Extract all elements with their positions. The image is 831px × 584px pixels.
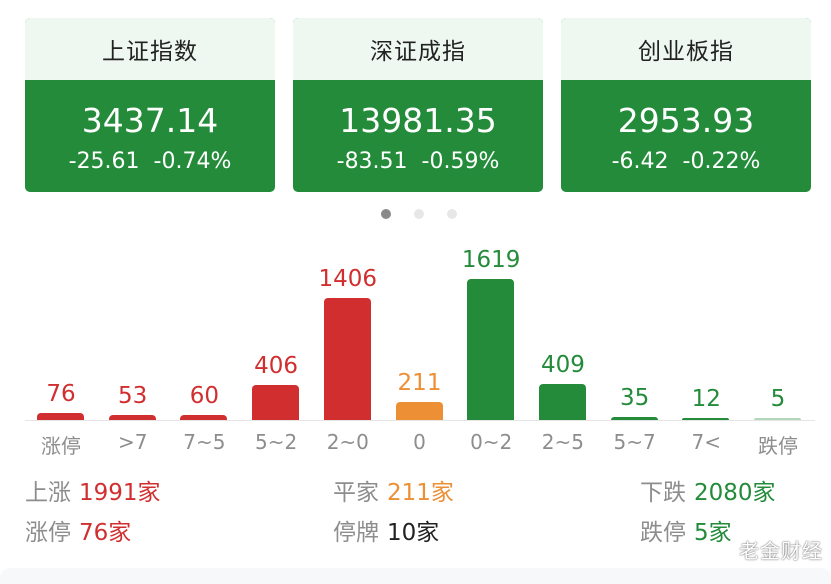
bar-category-label: 跌停 <box>758 434 798 458</box>
bar-column[interactable]: 5 跌停 <box>742 230 814 470</box>
distribution-bar-chart: 76 涨停 53 >7 60 7~5 406 5~2 1406 2~0 211 0 1619 0~2 409… <box>25 230 815 470</box>
summary-limit-up: 涨停 76家 <box>25 518 131 548</box>
summary-limit-up-label: 涨停 <box>25 520 71 546</box>
bar-value-label: 53 <box>118 383 148 409</box>
index-value: 3437.14 <box>81 101 219 140</box>
pagination-dot-3[interactable] <box>447 209 457 219</box>
bar <box>610 417 658 420</box>
bar <box>467 279 515 420</box>
summary-down: 下跌 2080家 <box>640 478 776 508</box>
bar-category-label: 5~2 <box>254 430 298 454</box>
bar <box>323 298 371 420</box>
bar <box>180 415 228 420</box>
index-name: 深证成指 <box>293 18 543 80</box>
bar-category-label: 0 <box>413 430 426 454</box>
bar-column[interactable]: 53 >7 <box>97 230 169 470</box>
pagination-dots <box>381 209 461 219</box>
index-change: -6.42 -0.22% <box>561 149 811 175</box>
bar-column[interactable]: 1619 0~2 <box>455 230 527 470</box>
summary-down-label: 下跌 <box>640 480 686 506</box>
summary-suspended: 停牌 10家 <box>333 518 439 548</box>
bar-category-label: 2~0 <box>326 430 369 454</box>
summary-limit-down: 跌停 5家 <box>640 518 732 548</box>
bar-category-label: 0~2 <box>470 430 513 454</box>
index-change-pct: -0.22% <box>682 149 761 174</box>
summary-up-label: 上涨 <box>25 480 71 506</box>
bar-column[interactable]: 12 7< <box>670 230 742 470</box>
summary-up: 上涨 1991家 <box>25 478 161 508</box>
summary-limit-up-value: 76家 <box>79 520 132 546</box>
bar-value-label: 211 <box>397 370 442 396</box>
bar-category-label: 涨停 <box>41 434 81 458</box>
bar-category-label: 2~5 <box>541 430 584 454</box>
bar-value-label: 35 <box>619 385 650 411</box>
index-change: -83.51 -0.59% <box>293 149 543 175</box>
summary-flat-label: 平家 <box>333 480 379 506</box>
chart-baseline <box>25 420 815 421</box>
summary-flat: 平家 211家 <box>333 478 454 508</box>
index-value: 13981.35 <box>339 101 497 140</box>
index-card-shanghai[interactable]: 上证指数 3437.14 -25.61 -0.74% <box>25 18 275 192</box>
index-change-pct: -0.59% <box>421 149 500 174</box>
index-name: 创业板指 <box>561 18 811 80</box>
index-name: 上证指数 <box>25 18 275 80</box>
bar-column[interactable]: 211 0 <box>384 230 456 470</box>
bar-column[interactable]: 406 5~2 <box>240 230 312 470</box>
summary-suspended-label: 停牌 <box>333 520 379 546</box>
watermark: 老金财经 <box>739 539 823 563</box>
bar <box>108 415 156 420</box>
bar <box>395 402 443 420</box>
bar-value-label: 76 <box>46 381 76 407</box>
index-change-pct: -0.74% <box>153 149 232 174</box>
index-card-shenzhen[interactable]: 深证成指 13981.35 -83.51 -0.59% <box>293 18 543 192</box>
bar-column[interactable]: 35 5~7 <box>599 230 671 470</box>
bar-value-label: 5 <box>770 386 786 412</box>
summary-suspended-value: 10家 <box>387 520 440 546</box>
bar-column[interactable]: 1406 2~0 <box>312 230 384 470</box>
bar-category-label: >7 <box>117 430 148 454</box>
bar <box>754 418 801 420</box>
bar <box>252 385 300 420</box>
index-value: 2953.93 <box>617 101 755 140</box>
summary-limit-down-label: 跌停 <box>640 520 686 546</box>
index-change-points: -83.51 <box>336 149 408 174</box>
bar-value-label: 12 <box>691 386 721 412</box>
bar-value-label: 60 <box>189 383 220 409</box>
bar-category-label: 7< <box>691 430 722 454</box>
bar-category-label: 5~7 <box>613 430 656 454</box>
bar-value-label: 409 <box>540 352 585 378</box>
bar-value-label: 1619 <box>461 247 521 273</box>
bar <box>682 418 730 420</box>
pagination-dot-2[interactable] <box>414 209 424 219</box>
bar-category-label: 7~5 <box>183 430 226 454</box>
index-change-points: -25.61 <box>68 149 140 174</box>
bar-column[interactable]: 60 7~5 <box>168 230 240 470</box>
index-cards: 上证指数 3437.14 -25.61 -0.74% 深证成指 13981.35 … <box>25 18 815 192</box>
bar-value-label: 406 <box>254 353 299 379</box>
index-card-chinext[interactable]: 创业板指 2953.93 -6.42 -0.22% <box>561 18 811 192</box>
bar <box>37 413 84 420</box>
pagination-dot-1[interactable] <box>381 209 391 219</box>
bar-value-label: 1406 <box>318 266 378 292</box>
summary-up-value: 1991家 <box>79 480 161 506</box>
bar-column[interactable]: 409 2~5 <box>527 230 599 470</box>
summary-flat-value: 211家 <box>387 480 454 506</box>
market-summary: 上涨 1991家 涨停 76家 平家 211家 停牌 10家 下跌 2080家 跌停 5家 <box>25 478 815 558</box>
summary-limit-down-value: 5家 <box>694 520 732 546</box>
index-change-points: -6.42 <box>611 149 669 174</box>
bar <box>538 384 586 420</box>
index-change: -25.61 -0.74% <box>25 149 275 175</box>
summary-down-value: 2080家 <box>694 480 776 506</box>
bar-column[interactable]: 76 涨停 <box>25 230 97 470</box>
footer-strip <box>0 568 831 584</box>
